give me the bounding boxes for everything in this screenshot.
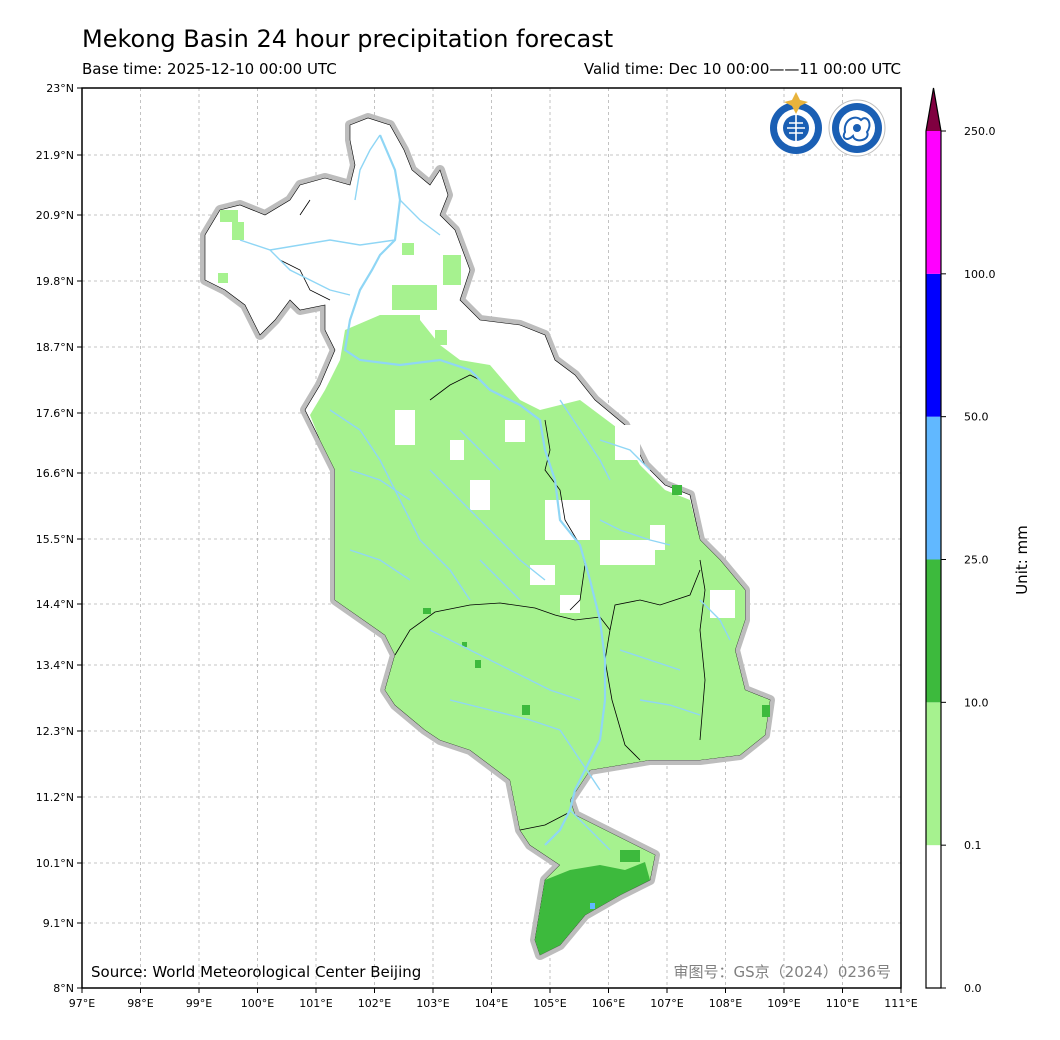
lon-tick-label: 108°E [709, 997, 742, 1010]
longitude-ticks: 97°E 98°E 99°E 100°E 101°E 102°E 103°E 104°E 105… [69, 988, 918, 1010]
lon-tick-label: 110°E [826, 997, 859, 1010]
colorbar-tick-label: 0.0 [964, 982, 982, 995]
lat-tick-label: 18.7°N [36, 341, 74, 354]
lon-tick-label: 98°E [127, 997, 153, 1010]
lon-tick-label: 104°E [475, 997, 508, 1010]
colorbar-outline [925, 87, 942, 989]
rain-patches-north [218, 210, 461, 378]
colorbar-tick-label: 25.0 [964, 554, 989, 567]
lat-tick-label: 21.9°N [36, 149, 74, 162]
lat-tick-label: 16.6°N [36, 467, 74, 480]
lon-tick-label: 111°E [884, 997, 917, 1010]
lat-tick-label: 13.4°N [36, 659, 74, 672]
lon-tick-label: 105°E [533, 997, 566, 1010]
colorbar-bin [926, 416, 941, 560]
colorbar-bin [926, 273, 941, 417]
colorbar-tick-label: 100.0 [964, 268, 996, 281]
colorbar: 0.0 0.1 10.0 25.0 50.0 100.0 250.0 [925, 87, 996, 995]
lat-tick-label: 8°N [53, 982, 74, 995]
colorbar-tick-label: 50.0 [964, 411, 989, 424]
rain-zone-main [310, 315, 770, 955]
lat-tick-label: 19.8°N [36, 275, 74, 288]
lon-tick-label: 99°E [186, 997, 212, 1010]
colorbar-bin [926, 702, 941, 846]
colorbar-tick-label: 250.0 [964, 125, 996, 138]
colorbar-bin [926, 559, 941, 703]
lat-tick-label: 15.5°N [36, 533, 74, 546]
country-borders [279, 199, 706, 831]
colorbar-unit-label: Unit: mm [1013, 525, 1031, 595]
lat-tick-label: 11.2°N [36, 791, 74, 804]
lat-tick-label: 17.6°N [36, 407, 74, 420]
dry-patches [395, 410, 735, 618]
lon-tick-label: 100°E [241, 997, 274, 1010]
lon-tick-label: 102°E [358, 997, 391, 1010]
latitude-ticks: 23°N 21.9°N 20.9°N 19.8°N 18.7°N 17.6°N 16.6°N… [36, 82, 82, 995]
lat-tick-label: 23°N [46, 82, 74, 95]
lon-tick-label: 109°E [767, 997, 800, 1010]
source-credit: Source: World Meteorological Center Beij… [91, 963, 421, 981]
page-title: Mekong Basin 24 hour precipitation forec… [82, 25, 614, 53]
lon-tick-label: 103°E [416, 997, 449, 1010]
lat-tick-label: 20.9°N [36, 209, 74, 222]
lon-tick-label: 106°E [592, 997, 625, 1010]
lat-tick-label: 12.3°N [36, 725, 74, 738]
valid-time: Valid time: Dec 10 00:00——11 00:00 UTC [583, 60, 901, 78]
rain-cell-25mm [590, 903, 595, 909]
wmo-logo-icon [770, 92, 822, 154]
approval-number: 审图号：GS京（2024）0236号 [674, 963, 892, 981]
river-network [239, 134, 731, 851]
lat-tick-label: 9.1°N [43, 917, 74, 930]
lat-tick-label: 14.4°N [36, 598, 74, 611]
cma-logo-icon [828, 99, 886, 157]
colorbar-tick-label: 10.0 [964, 696, 989, 709]
colorbar-extension [926, 88, 941, 131]
lon-tick-label: 101°E [299, 997, 332, 1010]
lon-tick-label: 107°E [650, 997, 683, 1010]
colorbar-bin [926, 845, 941, 988]
lat-tick-label: 10.1°N [36, 857, 74, 870]
base-time: Base time: 2025-12-10 00:00 UTC [82, 60, 337, 78]
colorbar-tick-label: 0.1 [964, 839, 982, 852]
lon-tick-label: 97°E [69, 997, 95, 1010]
colorbar-bin [926, 131, 941, 274]
